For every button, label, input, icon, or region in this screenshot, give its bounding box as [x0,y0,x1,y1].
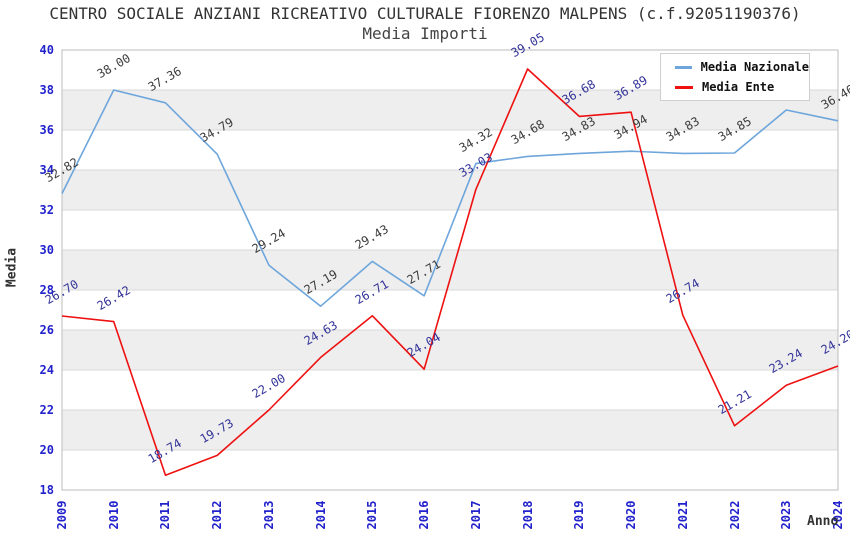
x-tick-label: 2022 [727,500,742,530]
y-tick-label: 32 [39,203,54,217]
y-axis-title: Media [4,247,20,288]
x-axis-title: Anno [807,514,839,529]
legend-label: Media Ente [702,80,775,94]
x-tick-label: 2011 [158,500,173,530]
y-tick-label: 40 [39,43,54,57]
series-line-media-ente [61,68,839,477]
chart-subtitle: Media Importi [362,24,488,43]
y-tick-label: 18 [39,483,54,497]
chart-title: CENTRO SOCIALE ANZIANI RICREATIVO CULTUR… [49,4,801,23]
y-tick-label: 36 [39,123,54,137]
plot-border [61,49,839,491]
legend-line-swatch-nazionale [675,65,692,69]
y-tick-label: 38 [39,83,54,97]
legend-label: Media Nazionale [700,60,809,74]
y-tick-label: 24 [39,363,54,377]
legend-item-media-nazionale: Media Nazionale [675,60,809,74]
y-tick-label: 34 [39,163,54,177]
x-tick-label: 2017 [468,500,483,530]
y-tick-label: 22 [39,403,54,417]
x-tick-label: 2016 [417,500,432,530]
y-tick-label: 26 [39,323,54,337]
y-tick-label: 20 [39,443,54,457]
x-tick-label: 2012 [210,500,225,530]
x-tick-label: 2015 [365,500,380,530]
band [62,410,838,450]
legend: Media Nazionale Media Ente [660,53,810,101]
x-tick-label: 2023 [779,500,794,530]
legend-item-media-ente: Media Ente [675,80,809,94]
y-tick-label: 28 [39,283,54,297]
band [62,330,838,370]
x-tick-label: 2018 [520,500,535,530]
series-line-media-nazionale [61,89,839,308]
x-tick-label: 2014 [313,500,328,530]
x-tick-label: 2020 [624,500,639,530]
y-tick-label: 30 [39,243,54,257]
x-tick-label: 2013 [261,500,276,530]
band [62,170,838,210]
x-tick-label: 2021 [675,500,690,530]
x-tick-label: 2019 [572,500,587,530]
x-tick-label: 2009 [55,500,69,530]
band [62,250,838,290]
x-tick-label: 2010 [106,500,121,530]
legend-line-swatch-ente [675,85,693,89]
